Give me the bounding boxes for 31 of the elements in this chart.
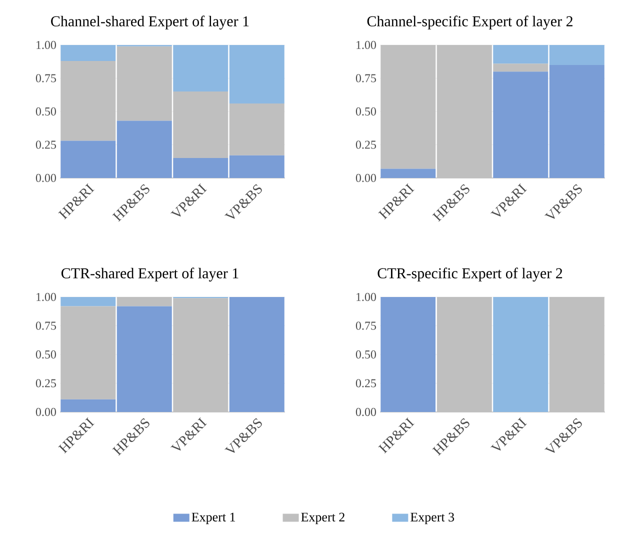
legend-label: Expert 1 bbox=[192, 512, 235, 524]
y-tick-label: 1.00 bbox=[356, 40, 376, 50]
y-tick-label: 0.00 bbox=[356, 408, 376, 416]
chart-title: CTR-specific Expert of layer 2 bbox=[378, 268, 562, 282]
y-tick-label: 0.25 bbox=[356, 379, 376, 388]
y-tick-label: 0.75 bbox=[356, 74, 376, 82]
y-tick-label: 0.75 bbox=[356, 322, 376, 330]
legend-label: Expert 2 bbox=[301, 512, 344, 524]
y-tick-label: 0.75 bbox=[36, 322, 56, 330]
y-tick-label: 0.50 bbox=[356, 350, 376, 359]
y-tick-label: 0.50 bbox=[36, 350, 56, 359]
y-tick-label: 0.25 bbox=[36, 140, 56, 149]
y-tick-label: 0.75 bbox=[36, 74, 56, 82]
bar bbox=[60, 297, 116, 306]
bar bbox=[380, 168, 436, 178]
y-tick-label: 0.50 bbox=[356, 107, 376, 116]
bar bbox=[229, 297, 284, 412]
chart-title: Channel-specific Expert of layer 2 bbox=[367, 16, 572, 30]
y-tick-label: 0.00 bbox=[36, 174, 56, 182]
y-tick-label: 0.00 bbox=[356, 174, 376, 182]
chart-title: CTR-shared Expert of layer 1 bbox=[61, 268, 238, 282]
y-tick-label: 1.00 bbox=[36, 40, 56, 50]
y-tick-label: 1.00 bbox=[36, 292, 56, 302]
y-tick-label: 0.00 bbox=[36, 408, 56, 416]
y-tick-label: 0.25 bbox=[356, 140, 376, 149]
y-tick-label: 0.25 bbox=[36, 379, 56, 388]
chart-title: Channel-shared Expert of layer 1 bbox=[51, 16, 249, 30]
bar bbox=[60, 306, 116, 400]
y-tick-label: 0.50 bbox=[36, 107, 56, 116]
y-tick-label: 1.00 bbox=[356, 292, 376, 302]
legend-label: Expert 3 bbox=[410, 512, 454, 524]
